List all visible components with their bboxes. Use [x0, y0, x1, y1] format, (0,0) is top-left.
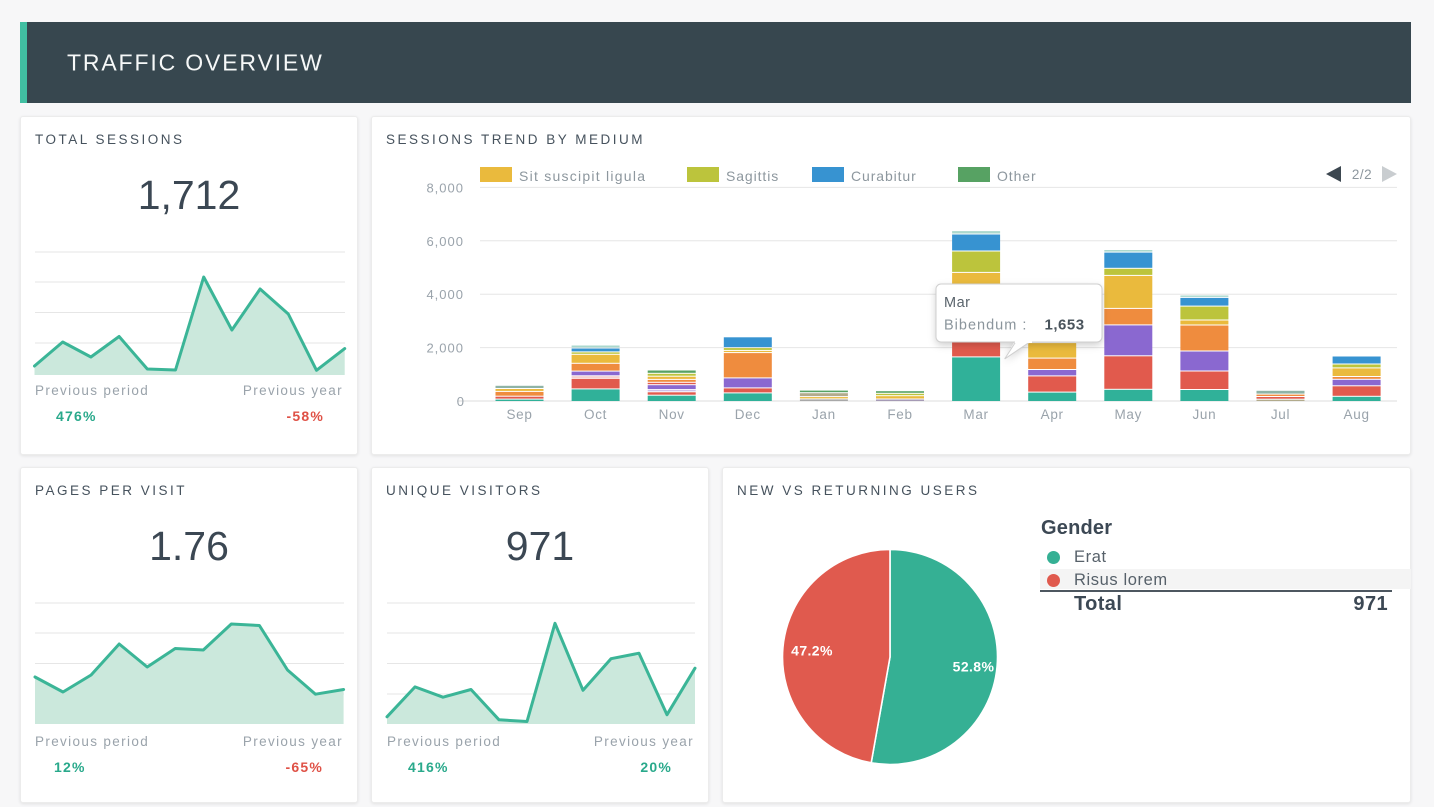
svg-text:Bibendum :: Bibendum :: [944, 318, 1027, 334]
svg-text:1,653: 1,653: [1045, 317, 1085, 334]
svg-text:Nov: Nov: [659, 407, 685, 422]
svg-text:2,000: 2,000: [426, 341, 464, 356]
svg-text:Aug: Aug: [1344, 407, 1370, 422]
svg-text:4,000: 4,000: [426, 287, 464, 302]
svg-text:2/2: 2/2: [1352, 167, 1372, 182]
svg-text:0: 0: [457, 394, 464, 409]
svg-text:Sep: Sep: [506, 407, 532, 422]
svg-text:Mar: Mar: [963, 407, 988, 422]
svg-text:May: May: [1114, 407, 1142, 422]
svg-text:52.8%: 52.8%: [953, 659, 995, 675]
svg-text:Jun: Jun: [1192, 407, 1216, 422]
svg-text:8,000: 8,000: [426, 180, 464, 195]
svg-text:Jan: Jan: [812, 407, 836, 422]
svg-text:Apr: Apr: [1041, 407, 1064, 422]
svg-text:47.2%: 47.2%: [791, 643, 833, 659]
svg-text:Mar: Mar: [944, 295, 970, 311]
svg-text:Feb: Feb: [887, 407, 912, 422]
svg-text:Dec: Dec: [735, 407, 761, 422]
svg-text:Jul: Jul: [1271, 407, 1290, 422]
svg-text:6,000: 6,000: [426, 234, 464, 249]
svg-text:Oct: Oct: [584, 407, 607, 422]
